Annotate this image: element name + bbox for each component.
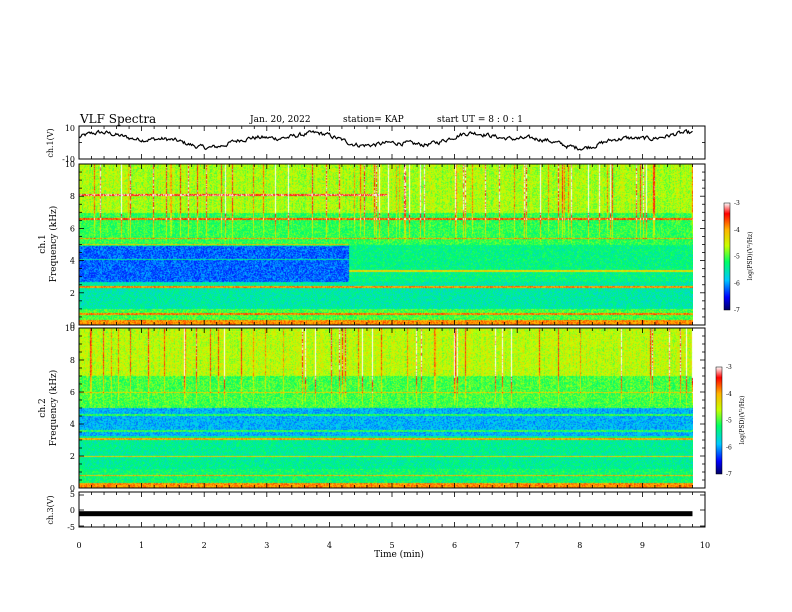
ch2-colorbar-gradient <box>715 366 723 475</box>
ch3-ytick-mid: 0 <box>70 506 75 515</box>
ch1-frequency-tick-labels: 0 2 4 6 8 10 <box>65 160 75 330</box>
time-tick-label: 6 <box>452 541 457 550</box>
ch2-colorbar-tick-label: -4 <box>726 391 732 398</box>
time-tick-label: 10 <box>700 541 710 550</box>
ch1-colorbar-tick-label: -7 <box>734 307 740 314</box>
ch1-colorbar-label: log(PSD)(V²/Hz) <box>747 232 754 281</box>
time-axis-tick-labels: 0 1 2 3 4 5 6 7 8 9 10 <box>76 541 710 550</box>
figure-date: Jan. 20, 2022 <box>249 115 311 125</box>
ch1-freq-tick-label: 4 <box>70 257 75 266</box>
ch2-colorbar-tick-label: -5 <box>726 418 732 425</box>
time-tick-label: 9 <box>640 541 645 550</box>
ch2-spectrogram-ylabel: Frequency (kHz) <box>48 370 59 447</box>
ch3-ytick-bottom: -5 <box>67 523 75 532</box>
ch3-ytick-top: 5 <box>70 490 75 499</box>
ch1-spectrogram-ticks <box>78 163 706 326</box>
ch2-colorbar-label: log(PSD)(V²/Hz) <box>739 396 746 445</box>
ch1-ylabel: ch.1(V) <box>46 128 55 157</box>
ch1-freq-tick-label: 10 <box>65 160 75 169</box>
ch1-waveform-trace <box>78 129 693 151</box>
ch2-freq-tick-label: 0 <box>70 484 75 493</box>
ch1-freq-tick-label: 8 <box>70 192 75 201</box>
ch1-colorbar-tick-label: -6 <box>734 280 740 287</box>
ch1-spectrogram-ylabel: Frequency (kHz) <box>48 206 59 283</box>
ch2-freq-tick-label: 6 <box>70 388 75 397</box>
ch2-freq-tick-label: 8 <box>70 356 75 365</box>
ch1-ytick-top: 10 <box>65 124 75 133</box>
ch2-colorbar-tick-label: -3 <box>726 364 732 371</box>
time-tick-label: 7 <box>515 541 520 550</box>
ch1-waveform-panel: 10 -10 ch.1(V) <box>46 124 706 164</box>
ch3-waveform-panel: 5 0 -5 ch.3(V) 0 1 2 3 4 5 6 7 8 9 10 Time (min) <box>46 490 710 560</box>
ch2-spectrogram-ticks <box>78 327 706 489</box>
ch1-freq-tick-label: 6 <box>70 224 75 233</box>
ch2-colorbar: -3 -4 -5 -6 -7 log(PSD)(V²/Hz) <box>715 364 746 478</box>
ch1-colorbar-tick-label: -5 <box>734 254 740 261</box>
ch1-colorbar: -3 -4 -5 -6 -7 log(PSD)(V²/Hz) <box>723 200 754 314</box>
ch1-colorbar-tick-label: -4 <box>734 227 740 234</box>
ch2-colorbar-tick-label: -6 <box>726 444 732 451</box>
ch2-spectrogram-panel: 0 2 4 6 8 10 ch.2 Frequency (kHz) <box>38 324 706 493</box>
time-tick-label: 8 <box>577 541 582 550</box>
ch1-colorbar-gradient <box>723 202 731 311</box>
time-tick-label: 1 <box>139 541 144 550</box>
ch3-ylabel: ch.3(V) <box>46 495 55 524</box>
time-tick-label: 3 <box>264 541 269 550</box>
ch3-waveform-ticks <box>78 492 706 527</box>
ch2-freq-tick-label: 10 <box>65 324 75 333</box>
ch1-waveform-ticks <box>78 125 706 160</box>
ch2-colorbar-tick-label: -7 <box>726 471 732 478</box>
time-tick-label: 4 <box>327 541 332 550</box>
ch1-spectrogram-image <box>79 164 693 325</box>
time-axis-label: Time (min) <box>374 549 424 560</box>
figure-title: VLF Spectra <box>79 112 156 126</box>
ch2-spectrogram-channel-label: ch.2 <box>38 398 48 417</box>
time-tick-label: 2 <box>202 541 207 550</box>
ch3-waveform-frame <box>78 491 706 528</box>
ch2-colorbar-tick-labels: -3 -4 -5 -6 -7 <box>726 364 732 478</box>
ch2-frequency-tick-labels: 0 2 4 6 8 10 <box>65 324 75 493</box>
ch2-spectrogram-image <box>79 328 693 488</box>
ch1-colorbar-tick-label: -3 <box>734 200 740 207</box>
time-tick-label: 0 <box>76 541 81 550</box>
figure-station: station= KAP <box>343 115 404 125</box>
figure-start-ut: start UT = 8 : 0 : 1 <box>437 115 523 125</box>
ch1-spectrogram-channel-label: ch.1 <box>38 234 48 253</box>
ch3-waveform-trace <box>79 511 693 517</box>
ch1-ytick-bottom: -10 <box>62 155 75 164</box>
ch1-spectrogram-panel: 0 2 4 6 8 10 ch.1 Frequency (kHz) <box>38 160 706 330</box>
ch2-freq-tick-label: 2 <box>70 452 75 461</box>
ch1-freq-tick-label: 2 <box>70 289 75 298</box>
ch2-freq-tick-label: 4 <box>70 420 75 429</box>
time-tick-label: 5 <box>389 541 394 550</box>
ch1-colorbar-tick-labels: -3 -4 -5 -6 -7 <box>734 200 740 314</box>
ch1-freq-tick-label: 0 <box>70 321 75 330</box>
